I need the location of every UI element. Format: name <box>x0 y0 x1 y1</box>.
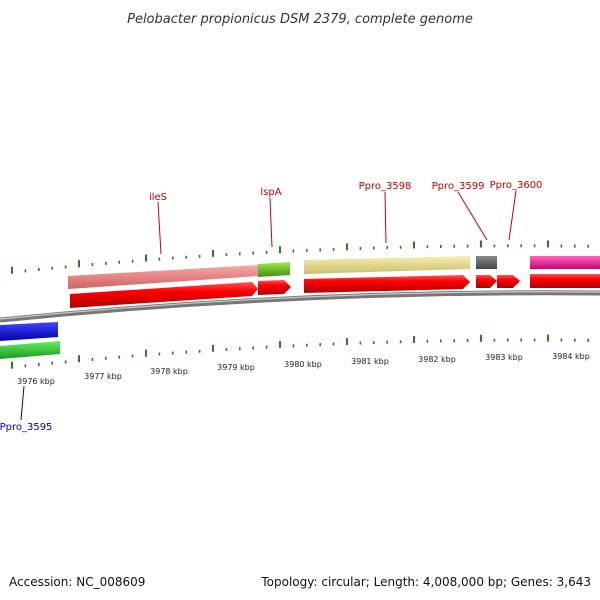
gene-label-lspA[interactable]: lspA <box>260 187 281 198</box>
kbp-label-3977: 3977 kbp <box>84 372 122 381</box>
gene-label-Ppro_3595[interactable]: Ppro_3595 <box>0 422 52 433</box>
feature-Ppro_3599[interactable] <box>476 256 497 269</box>
kbp-label-3984: 3984 kbp <box>552 352 590 361</box>
kbp-label-3979: 3979 kbp <box>217 363 255 372</box>
kbp-scale: 3976 kbp 3977 kbp 3978 kbp 3979 kbp 3980… <box>17 352 590 386</box>
kbp-label-3980: 3980 kbp <box>284 360 322 369</box>
leader-lspA <box>269 197 273 248</box>
kbp-label-3981: 3981 kbp <box>351 357 389 366</box>
kbp-label-3983: 3983 kbp <box>485 353 523 362</box>
tick-row-upper <box>11 240 590 274</box>
feature-track-lower <box>0 322 60 359</box>
cds-arrow-ileS[interactable] <box>70 282 258 308</box>
cds-arrow-Ppro_3599[interactable] <box>476 275 497 288</box>
gene-labels-upper: ileS lspA Ppro_3598 Ppro_3599 Ppro_3600 <box>149 180 543 255</box>
tick-row-lower <box>11 334 590 369</box>
leader-Ppro_3595 <box>20 385 25 421</box>
cds-arrow-Ppro_3598[interactable] <box>304 275 470 293</box>
gene-label-Ppro_3598[interactable]: Ppro_3598 <box>359 181 412 192</box>
feature-Ppro_3600[interactable] <box>530 256 600 269</box>
map-title: Pelobacter propionicus DSM 2379, complet… <box>127 12 473 27</box>
cds-arrow-Ppro_3600[interactable] <box>497 275 520 288</box>
accession-text: Accession: NC_008609 <box>9 575 145 589</box>
gene-label-ileS[interactable]: ileS <box>149 192 167 203</box>
chromosome-backbone-highlight <box>0 291 600 320</box>
kbp-label-3978: 3978 kbp <box>150 367 188 376</box>
kbp-label-3976: 3976 kbp <box>17 377 55 386</box>
genome-summary-text: Topology: circular; Length: 4,008,000 bp… <box>260 575 591 589</box>
gene-label-Ppro_3599[interactable]: Ppro_3599 <box>432 181 485 192</box>
feature-ileS[interactable] <box>68 265 258 289</box>
kbp-label-3982: 3982 kbp <box>418 355 456 364</box>
cds-track-upper <box>70 274 600 308</box>
feature-lspA[interactable] <box>258 262 290 277</box>
gene-labels-lower: Ppro_3595 <box>0 385 52 433</box>
cds-arrow-right-edge[interactable] <box>530 274 600 288</box>
leader-Ppro_3599 <box>457 191 488 241</box>
feature-Ppro_3595-blue[interactable] <box>0 322 58 341</box>
leader-ileS <box>157 201 162 255</box>
feature-track-upper <box>68 256 600 289</box>
cds-arrow-lspA[interactable] <box>258 280 291 295</box>
chromosome-backbone <box>0 290 600 323</box>
leader-Ppro_3600 <box>508 190 517 241</box>
feature-Ppro_3595-green[interactable] <box>0 341 60 359</box>
feature-Ppro_3598[interactable] <box>304 256 470 274</box>
leader-Ppro_3598 <box>384 191 387 244</box>
gene-label-Ppro_3600[interactable]: Ppro_3600 <box>490 180 543 191</box>
